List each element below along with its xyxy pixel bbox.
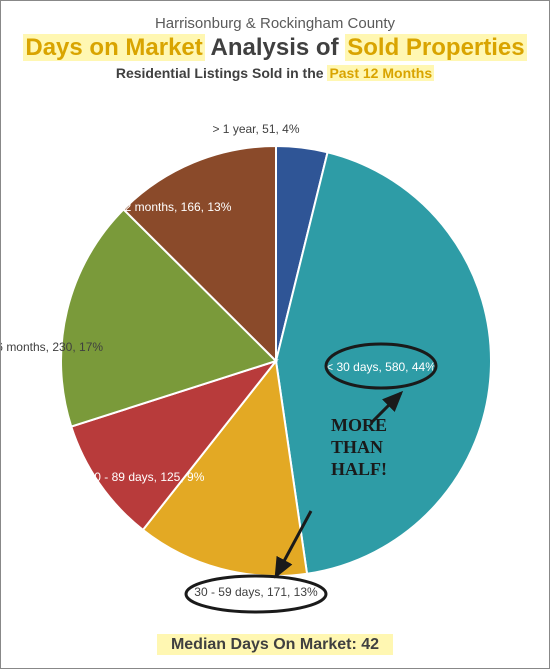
footer: Median Days On Market: 42 (1, 636, 549, 654)
hand-annotation-text: HALF! (331, 459, 387, 479)
hand-annotation-text: MORE (331, 415, 387, 435)
pie-svg: > 1 year, 51, 4% < 30 days, 580, 44% 30 - … (1, 111, 550, 621)
slice-label: 6 - 12 months, 166, 13% (101, 200, 232, 214)
title-highlight-1: Days on Market (23, 34, 204, 61)
slice-label: < 30 days, 580, 44% (326, 360, 436, 374)
subtitle-highlight: Past 12 Months (327, 65, 434, 81)
footer-label: Median Days On Market: 42 (157, 634, 393, 655)
hand-annotation-text: THAN (331, 437, 383, 457)
slice-label: 3 - 6 months, 230, 17% (1, 340, 103, 354)
main-title: Days on Market Analysis of Sold Properti… (1, 34, 549, 62)
chart-frame: Harrisonburg & Rockingham County Days on… (0, 0, 550, 669)
slice-label: > 1 year, 51, 4% (212, 122, 299, 136)
pie-chart: > 1 year, 51, 4% < 30 days, 580, 44% 30 - … (1, 111, 549, 611)
slice-label: 30 - 59 days, 171, 13% (194, 585, 318, 599)
header: Harrisonburg & Rockingham County Days on… (1, 1, 549, 81)
slice-label: 60 - 89 days, 125, 9% (88, 470, 205, 484)
subtitle: Residential Listings Sold in the Past 12… (1, 65, 549, 81)
title-mid: Analysis of (205, 34, 345, 61)
title-highlight-2: Sold Properties (345, 34, 526, 61)
subtitle-prefix: Residential Listings Sold in the (116, 65, 328, 81)
supertitle: Harrisonburg & Rockingham County (1, 15, 549, 32)
